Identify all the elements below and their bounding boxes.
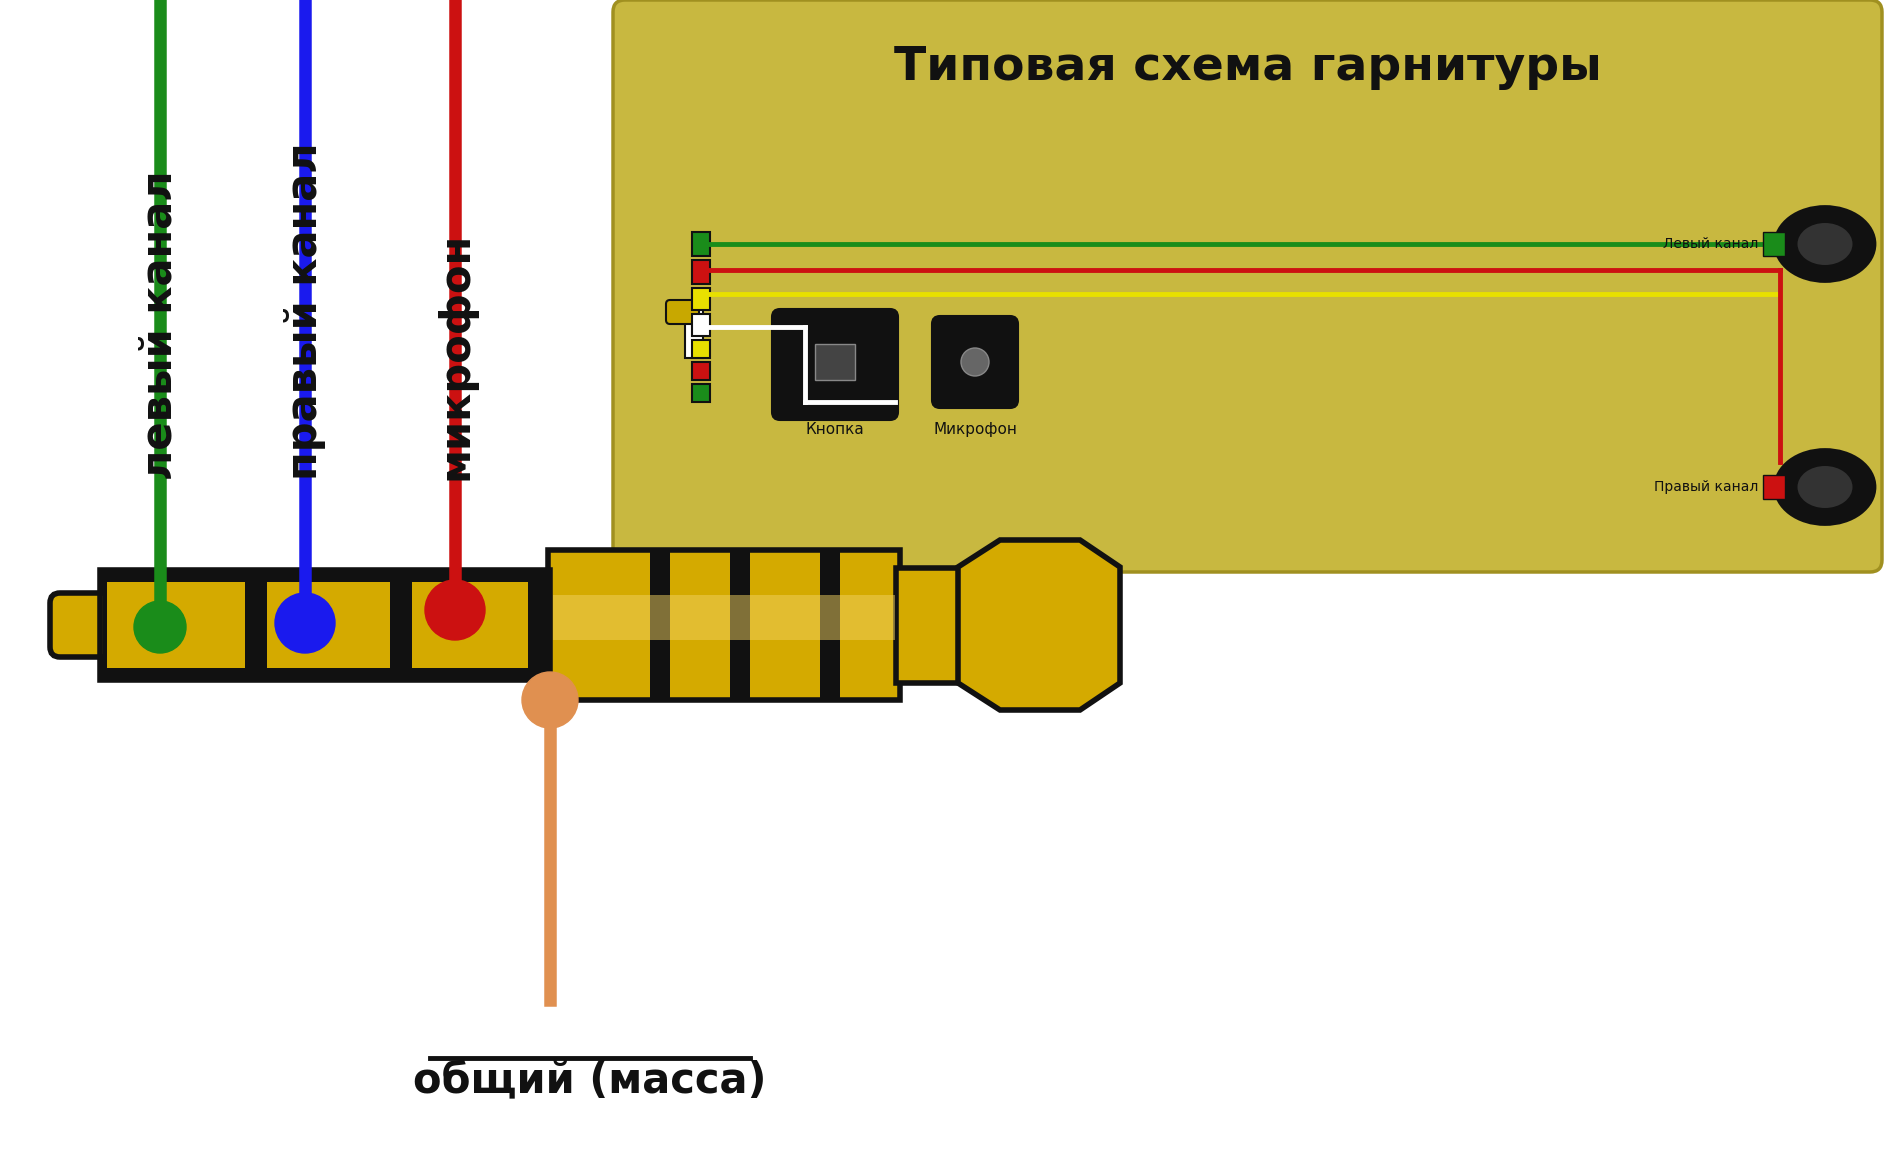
Text: правый канал: правый канал <box>283 143 327 480</box>
Ellipse shape <box>1775 206 1875 282</box>
Bar <box>693 232 710 256</box>
FancyBboxPatch shape <box>614 0 1882 572</box>
Bar <box>245 573 266 677</box>
Bar <box>693 384 710 402</box>
Text: Кнопка: Кнопка <box>806 422 865 438</box>
FancyBboxPatch shape <box>933 316 1018 408</box>
Bar <box>819 550 840 700</box>
Bar <box>553 596 895 640</box>
FancyBboxPatch shape <box>772 309 899 420</box>
Bar <box>693 362 710 380</box>
Circle shape <box>276 593 334 653</box>
Bar <box>731 550 750 700</box>
Bar <box>412 581 531 668</box>
FancyBboxPatch shape <box>49 593 164 658</box>
Ellipse shape <box>1775 449 1875 524</box>
Ellipse shape <box>1797 466 1852 508</box>
Text: левый канал: левый канал <box>140 171 181 480</box>
Bar <box>1763 475 1784 498</box>
Text: Правый канал: Правый канал <box>1654 480 1758 494</box>
Bar <box>649 550 670 700</box>
Bar <box>100 570 549 680</box>
Circle shape <box>134 601 187 653</box>
Circle shape <box>961 347 989 376</box>
Bar <box>108 581 245 668</box>
Circle shape <box>521 672 578 728</box>
Bar <box>266 581 391 668</box>
Polygon shape <box>957 541 1120 710</box>
FancyBboxPatch shape <box>666 300 699 324</box>
Text: Типовая схема гарнитуры: Типовая схема гарнитуры <box>893 44 1601 89</box>
Bar <box>693 288 710 310</box>
Bar <box>391 573 412 677</box>
Bar <box>1763 232 1784 256</box>
Text: микрофон: микрофон <box>434 232 476 480</box>
Ellipse shape <box>1797 223 1852 264</box>
Bar <box>529 573 549 677</box>
Bar <box>410 580 531 670</box>
Text: Микрофон: Микрофон <box>933 422 1018 438</box>
Bar <box>693 314 710 336</box>
Bar <box>106 580 245 670</box>
Bar <box>685 308 702 358</box>
Bar <box>100 570 549 680</box>
Text: общий (масса): общий (масса) <box>413 1060 767 1102</box>
Bar <box>693 340 710 358</box>
Bar <box>693 260 710 284</box>
Circle shape <box>425 580 485 640</box>
Bar <box>548 550 901 700</box>
Bar <box>816 344 855 380</box>
Bar <box>264 580 391 670</box>
Bar <box>897 567 959 683</box>
Text: Левый канал: Левый канал <box>1663 238 1758 252</box>
